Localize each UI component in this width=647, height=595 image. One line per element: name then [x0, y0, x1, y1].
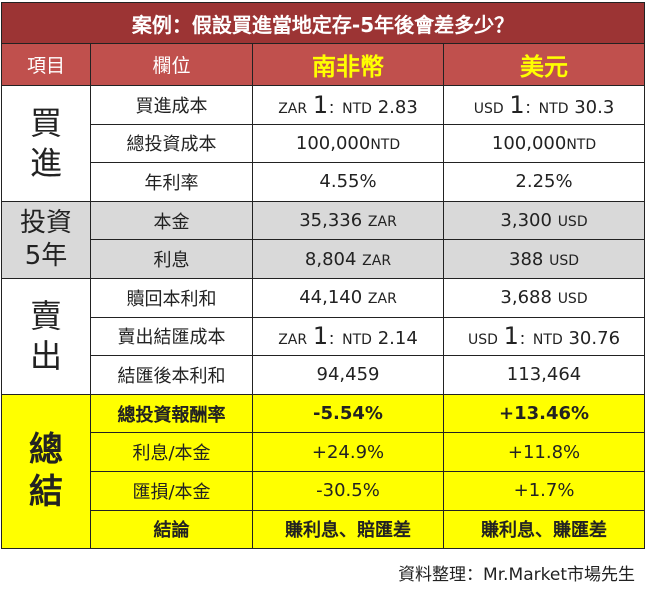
group-buy: 買 進 — [1, 85, 91, 202]
usd-value: 3,300 USD — [442, 200, 646, 241]
zar-value: ZAR 1：NTD 2.14 — [252, 316, 444, 357]
usd-value: 100,000NTD — [442, 123, 646, 164]
field-label: 結匯後本利和 — [90, 355, 253, 395]
zar-value: 44,140 ZAR — [252, 277, 444, 318]
zar-value: 94,459 — [252, 355, 444, 395]
header-usd: 美元 — [442, 43, 646, 86]
field-label: 利息/本金 — [90, 432, 253, 472]
usd-value: +13.46% — [442, 393, 646, 434]
usd-conclusion: 賺利息、賺匯差 — [442, 509, 646, 550]
field-label: 買進成本 — [90, 85, 253, 125]
zar-conclusion: 賺利息、賠匯差 — [252, 509, 444, 550]
table-title: 案例：假設買進當地定存-5年後會差多少？ — [0, 2, 646, 44]
usd-value: USD 1：NTD 30.76 — [442, 316, 646, 357]
zar-value: -5.54% — [252, 393, 444, 434]
usd-value: 388 USD — [442, 239, 646, 279]
usd-value: +11.8% — [442, 432, 646, 472]
source-caption: 資料整理：Mr.Market市場先生 — [398, 565, 635, 585]
group-sell: 賣 出 — [1, 277, 91, 395]
zar-value: 8,804 ZAR — [252, 239, 444, 279]
zar-value: 100,000NTD — [252, 123, 444, 164]
zar-value: ZAR 1：NTD 2.83 — [252, 85, 444, 125]
field-label: 匯損/本金 — [90, 470, 253, 511]
field-label: 年利率 — [90, 162, 253, 202]
usd-value: 113,464 — [442, 355, 646, 395]
zar-value: 35,336 ZAR — [252, 200, 444, 241]
zar-value: 4.55% — [252, 162, 444, 202]
field-label: 本金 — [90, 200, 253, 241]
header-item: 項目 — [1, 43, 91, 86]
comparison-table: 案例：假設買進當地定存-5年後會差多少？ 項目 欄位 南非幣 美元 買 進 買進… — [0, 2, 646, 550]
usd-value: 2.25% — [442, 162, 646, 202]
field-label: 總投資報酬率 — [90, 393, 253, 434]
field-label: 賣出結匯成本 — [90, 316, 253, 357]
field-label: 利息 — [90, 239, 253, 279]
field-label: 結論 — [90, 509, 253, 550]
field-label: 總投資成本 — [90, 123, 253, 164]
usd-value: USD 1：NTD 30.3 — [442, 85, 646, 125]
usd-value: +1.7% — [442, 470, 646, 511]
group-summary: 總 結 — [1, 393, 91, 550]
field-label: 贖回本利和 — [90, 277, 253, 318]
zar-value: -30.5% — [252, 470, 444, 511]
usd-value: 3,688 USD — [442, 277, 646, 318]
zar-value: +24.9% — [252, 432, 444, 472]
group-invest: 投資 5年 — [1, 200, 91, 279]
header-field: 欄位 — [90, 43, 253, 86]
header-zar: 南非幣 — [252, 43, 444, 86]
